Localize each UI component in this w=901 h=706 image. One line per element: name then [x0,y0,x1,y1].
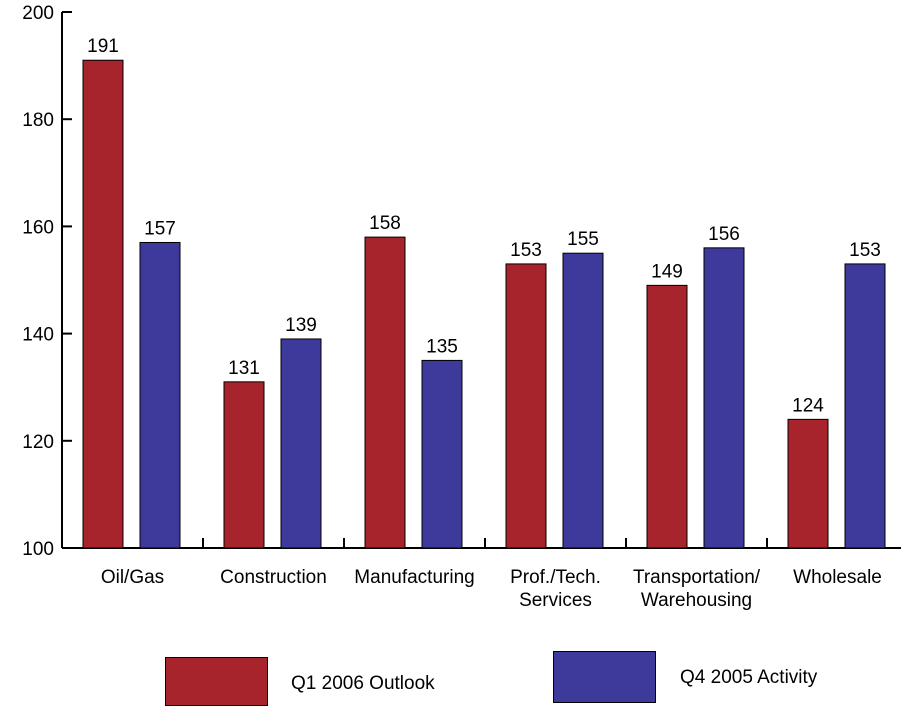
bar-q4-2005-activity-manufacturing [421,359,463,549]
bar-q1-2006-outlook-oil-gas [82,59,124,549]
data-label: 155 [567,229,599,250]
data-label: 139 [285,315,317,336]
x-tick-label-manufacturing: Manufacturing [354,567,474,588]
labels: 191 157 Oil/Gas 131 139 Construction 158 135 Man… [87,36,882,611]
y-tick-label: 160 [22,217,54,238]
data-label: 135 [426,336,458,357]
x-tick-label-oil-gas: Oil/Gas [101,567,164,588]
bar-q1-2006-outlook-manufacturing [364,236,406,549]
bar-q4-2005-activity-prof-tech-services [562,252,604,549]
bar-q4-2005-activity-construction [280,338,322,549]
y-tick-label: 120 [22,432,54,453]
data-label: 191 [87,36,119,57]
y-tick-label: 140 [22,325,54,346]
bar-q1-2006-outlook-transportation-warehousing [646,284,688,549]
bar-q4-2005-activity-wholesale [844,263,886,549]
data-label: 153 [510,240,542,261]
y-tick-label: 200 [22,3,54,24]
y-tick-label: 180 [22,110,54,131]
data-label: 131 [228,358,260,379]
bars [82,59,886,549]
axes: 100 120 140 160 180 200 [22,3,901,560]
bar-q4-2005-activity-oil-gas [139,241,181,549]
bar-q4-2005-activity-transportation-warehousing [703,247,745,549]
x-tick-label-transportation-warehousing: Transportation/Warehousing [633,567,761,611]
data-label: 157 [144,218,176,239]
data-label: 149 [651,261,683,282]
data-label: 124 [792,395,824,416]
x-tick-label-construction: Construction [220,567,327,588]
data-label: 156 [708,224,740,245]
bar-q1-2006-outlook-construction [223,381,265,549]
data-label: 158 [369,213,401,234]
x-tick-label-prof-tech-services: Prof./Tech. Services [510,567,601,611]
data-label: 153 [849,240,881,261]
bar-q1-2006-outlook-prof-tech-services [505,263,547,549]
x-tick-label-wholesale: Wholesale [793,567,882,588]
bar-q1-2006-outlook-wholesale [787,418,829,549]
y-tick-label: 100 [22,539,54,560]
